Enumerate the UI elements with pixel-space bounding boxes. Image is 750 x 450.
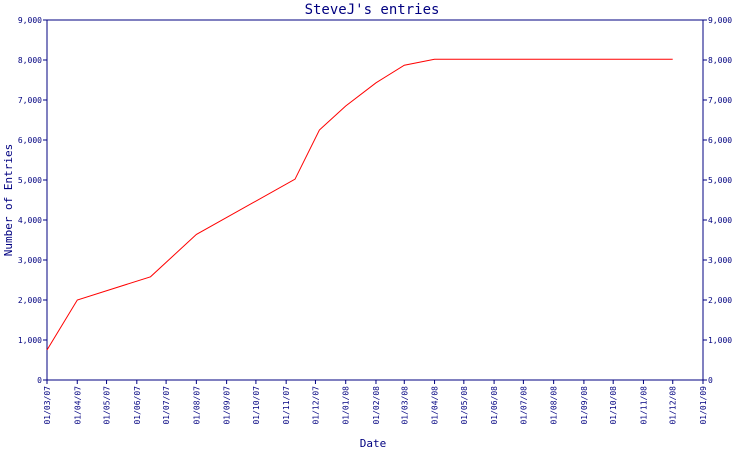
x-tick-label: 01/01/08 bbox=[342, 386, 351, 425]
x-tick-label: 01/10/07 bbox=[252, 386, 261, 425]
y-tick-label-right: 0 bbox=[708, 376, 713, 385]
y-tick-label-left: 5,000 bbox=[18, 176, 42, 185]
x-tick-label: 01/06/08 bbox=[490, 386, 499, 425]
y-tick-label-left: 8,000 bbox=[18, 56, 42, 65]
series-line bbox=[46, 58, 673, 351]
y-tick-label-left: 3,000 bbox=[18, 256, 42, 265]
y-tick-label-left: 4,000 bbox=[18, 216, 42, 225]
y-tick-label-right: 4,000 bbox=[708, 216, 732, 225]
x-tick-label: 01/12/08 bbox=[669, 386, 678, 425]
y-tick-label-left: 2,000 bbox=[18, 296, 42, 305]
x-tick-label: 01/04/08 bbox=[431, 386, 440, 425]
x-tick-label: 01/08/08 bbox=[550, 386, 559, 425]
y-tick-label-right: 8,000 bbox=[708, 56, 732, 65]
x-tick-label: 01/12/07 bbox=[311, 386, 320, 425]
x-tick-label: 01/03/08 bbox=[400, 386, 409, 425]
x-tick-label: 01/01/09 bbox=[699, 386, 708, 425]
x-tick-label: 01/05/08 bbox=[460, 386, 469, 425]
x-tick-label: 01/11/07 bbox=[282, 386, 291, 425]
tick-labels-layer: 0 0 1,000 1,000 2,000 2,000 3,000 3,000 4,000 4,0… bbox=[18, 16, 732, 425]
x-tick-label: 01/04/07 bbox=[73, 386, 82, 425]
y-tick-label-right: 5,000 bbox=[708, 176, 732, 185]
x-tick-label: 01/09/07 bbox=[223, 386, 232, 425]
x-tick-label: 01/02/08 bbox=[372, 386, 381, 425]
y-tick-label-right: 6,000 bbox=[708, 136, 732, 145]
x-tick-label: 01/07/08 bbox=[519, 386, 528, 425]
y-tick-label-right: 3,000 bbox=[708, 256, 732, 265]
x-tick-label: 01/08/07 bbox=[192, 386, 201, 425]
x-tick-label: 01/06/07 bbox=[133, 386, 142, 425]
y-tick-label-right: 1,000 bbox=[708, 336, 732, 345]
x-tick-label: 01/05/07 bbox=[103, 386, 112, 425]
x-tick-label: 01/11/08 bbox=[639, 386, 648, 425]
y-tick-label-right: 7,000 bbox=[708, 96, 732, 105]
chart-title: SteveJ's entries bbox=[305, 2, 440, 18]
plot-frame bbox=[46, 19, 704, 381]
y-tick-label-left: 0 bbox=[37, 376, 42, 385]
y-tick-label-right: 2,000 bbox=[708, 296, 732, 305]
y-tick-label-left: 1,000 bbox=[18, 336, 42, 345]
y-tick-label-left: 7,000 bbox=[18, 96, 42, 105]
y-tick-label-left: 6,000 bbox=[18, 136, 42, 145]
x-tick-label: 01/10/08 bbox=[609, 386, 618, 425]
x-tick-label: 01/07/07 bbox=[162, 386, 171, 425]
x-axis-label: Date bbox=[360, 437, 387, 450]
x-tick-label: 01/09/08 bbox=[580, 386, 589, 425]
x-tick-label: 01/03/07 bbox=[43, 386, 52, 425]
y-axis-label: Number of Entries bbox=[2, 144, 15, 257]
ticks-layer bbox=[43, 19, 707, 384]
y-tick-label-left: 9,000 bbox=[18, 16, 42, 25]
y-tick-label-right: 9,000 bbox=[708, 16, 732, 25]
